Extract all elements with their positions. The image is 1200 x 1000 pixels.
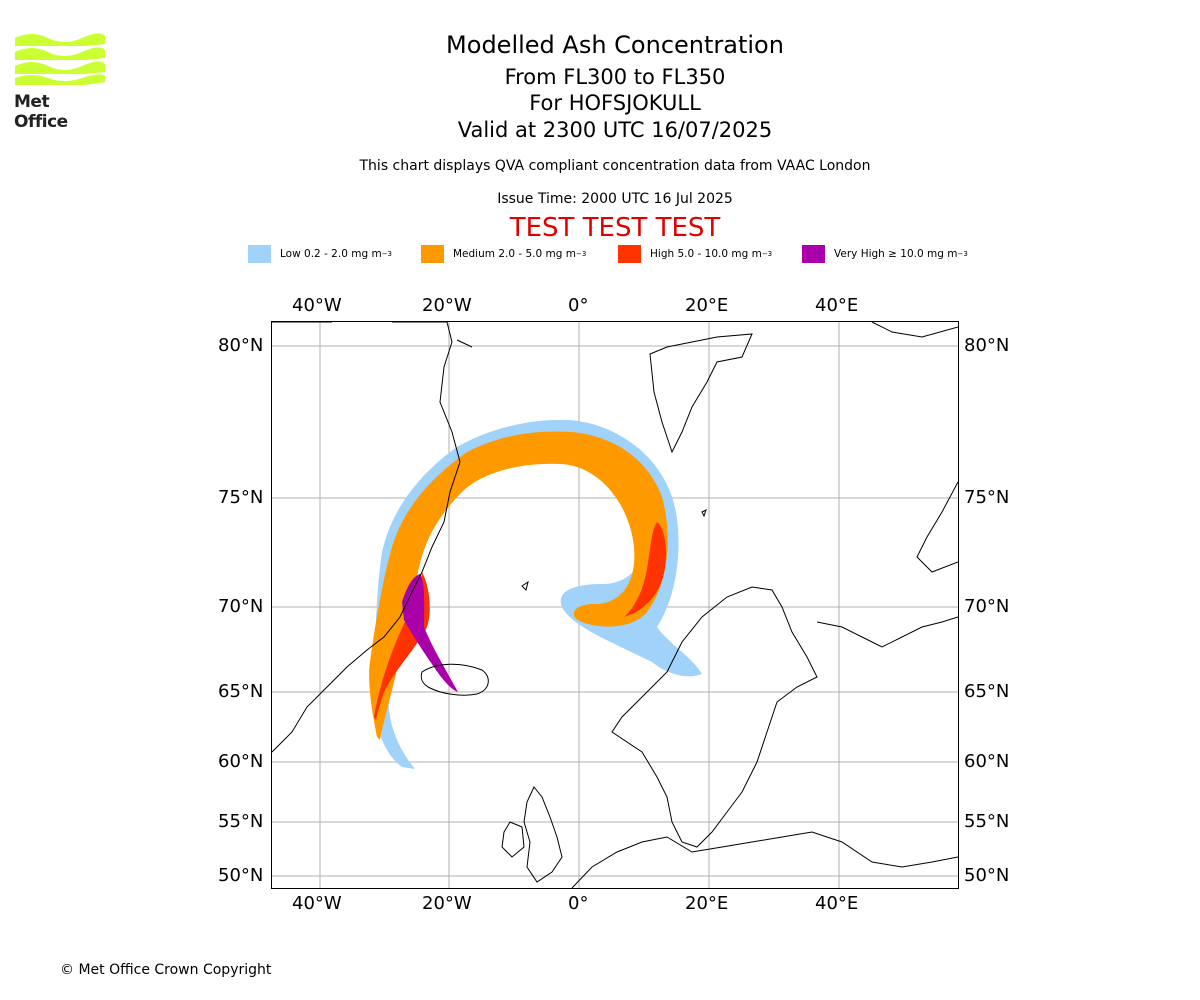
chart-title: Modelled Ash Concentration xyxy=(446,31,784,59)
lat-tick-right-50n: 50°N xyxy=(964,865,1010,886)
lat-tick-left-75n: 75°N xyxy=(218,487,264,508)
lat-tick-right-65n: 65°N xyxy=(964,681,1010,702)
legend-swatch-very-high xyxy=(802,244,825,263)
legend-label-medium: Medium 2.0 - 5.0 mg m xyxy=(453,247,576,260)
test-banner: TEST TEST TEST xyxy=(509,213,721,243)
chart-subtitle: This chart displays QVA compliant concen… xyxy=(359,158,871,174)
britain-coast xyxy=(523,786,563,883)
lon-tick-top-20e: 20°E xyxy=(685,295,729,316)
coastlines xyxy=(272,322,958,888)
legend-swatch-medium xyxy=(421,244,444,263)
faroe-islands xyxy=(521,580,529,591)
jan-mayen xyxy=(701,509,707,518)
valid-time: Valid at 2300 UTC 16/07/2025 xyxy=(457,118,773,142)
legend-label-very-high: Very High ≥ 10.0 mg m xyxy=(834,247,958,260)
legend-unit-exponent-medium: −3 xyxy=(575,249,587,258)
legend-item-very-high: Very High ≥ 10.0 mg m −3 xyxy=(802,244,968,263)
lon-tick-bottom-40e: 40°E xyxy=(815,893,859,914)
met-office-logo: Met Office xyxy=(12,30,108,132)
legend-unit-exponent-very-high: −3 xyxy=(957,249,968,258)
lat-tick-left-70n: 70°N xyxy=(218,596,264,617)
lon-tick-top-20w: 20°W xyxy=(422,295,472,316)
lat-tick-right-80n: 80°N xyxy=(964,335,1010,356)
lat-tick-right-75n: 75°N xyxy=(964,487,1010,508)
lat-tick-left-60n: 60°N xyxy=(218,751,264,772)
svalbard-coast xyxy=(649,333,753,454)
ash-very-high-region xyxy=(402,574,458,692)
ash-high-region-arc xyxy=(624,522,667,617)
legend-item-low: Low 0.2 - 2.0 mg m −3 xyxy=(248,244,392,263)
volcano-name: For HOFSJOKULL xyxy=(529,91,701,115)
lat-tick-left-50n: 50°N xyxy=(218,865,264,886)
logo-text: Met Office xyxy=(14,92,68,132)
europe-coast xyxy=(571,831,958,888)
lat-tick-left-55n: 55°N xyxy=(218,811,264,832)
met-office-wave-icon xyxy=(15,33,105,85)
lon-tick-top-40w: 40°W xyxy=(292,295,342,316)
copyright: © Met Office Crown Copyright xyxy=(60,962,272,978)
legend-swatch-high xyxy=(618,244,641,263)
lon-tick-bottom-40w: 40°W xyxy=(292,893,342,914)
iceland-coast xyxy=(420,663,489,696)
legend-label-high: High 5.0 - 10.0 mg m xyxy=(650,247,762,260)
lat-tick-right-60n: 60°N xyxy=(964,751,1010,772)
legend-unit-exponent-high: −3 xyxy=(761,249,773,258)
lat-tick-left-65n: 65°N xyxy=(218,681,264,702)
lon-tick-top-0: 0° xyxy=(568,295,589,316)
legend-label-low: Low 0.2 - 2.0 mg m xyxy=(280,247,382,260)
ash-map xyxy=(272,322,958,888)
gridlines xyxy=(272,322,958,888)
ireland-coast xyxy=(501,821,525,858)
russia-coast xyxy=(816,616,958,648)
legend-item-high: High 5.0 - 10.0 mg m −3 xyxy=(618,244,772,263)
lat-tick-left-80n: 80°N xyxy=(218,335,264,356)
scandinavia-coast xyxy=(611,586,818,848)
ash-medium-region xyxy=(369,431,668,740)
lat-tick-right-55n: 55°N xyxy=(964,811,1010,832)
map-frame xyxy=(271,321,959,889)
lon-tick-bottom-20e: 20°E xyxy=(685,893,729,914)
greenland-north xyxy=(272,322,473,348)
legend-unit-exponent-low: −3 xyxy=(381,249,393,258)
lon-tick-top-40e: 40°E xyxy=(815,295,859,316)
lon-tick-bottom-20w: 20°W xyxy=(422,893,472,914)
lon-tick-bottom-0: 0° xyxy=(568,893,589,914)
lat-tick-right-70n: 70°N xyxy=(964,596,1010,617)
legend-item-medium: Medium 2.0 - 5.0 mg m −3 xyxy=(421,244,586,263)
flight-level-range: From FL300 to FL350 xyxy=(504,65,726,89)
greenland-coast xyxy=(272,322,461,753)
legend-swatch-low xyxy=(248,244,271,263)
franz-josef-coast xyxy=(871,322,958,338)
issue-time: Issue Time: 2000 UTC 16 Jul 2025 xyxy=(497,191,733,207)
novaya-zemlya-coast xyxy=(916,481,958,573)
